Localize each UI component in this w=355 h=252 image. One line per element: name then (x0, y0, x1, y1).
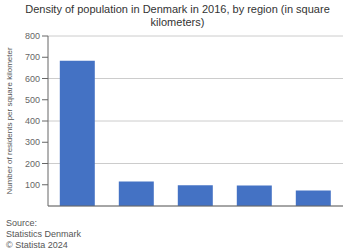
svg-text:800: 800 (25, 31, 40, 41)
svg-text:Number of residents per square: Number of residents per square kilometer (8, 47, 14, 195)
svg-text:600: 600 (25, 74, 40, 84)
svg-text:700: 700 (25, 52, 40, 62)
svg-text:500: 500 (25, 95, 40, 105)
html-text:Density of population in Denma: Density of population in Denmark in 2016… (25, 3, 330, 28)
svg-text:300: 300 (25, 137, 40, 147)
svg-text:400: 400 (25, 116, 40, 126)
html-text:Source: Statistics Denmark © S: Source: Statistics Denmark © Statista 20… (6, 218, 81, 250)
svg-text:200: 200 (25, 159, 40, 169)
svg-text:100: 100 (25, 180, 40, 190)
